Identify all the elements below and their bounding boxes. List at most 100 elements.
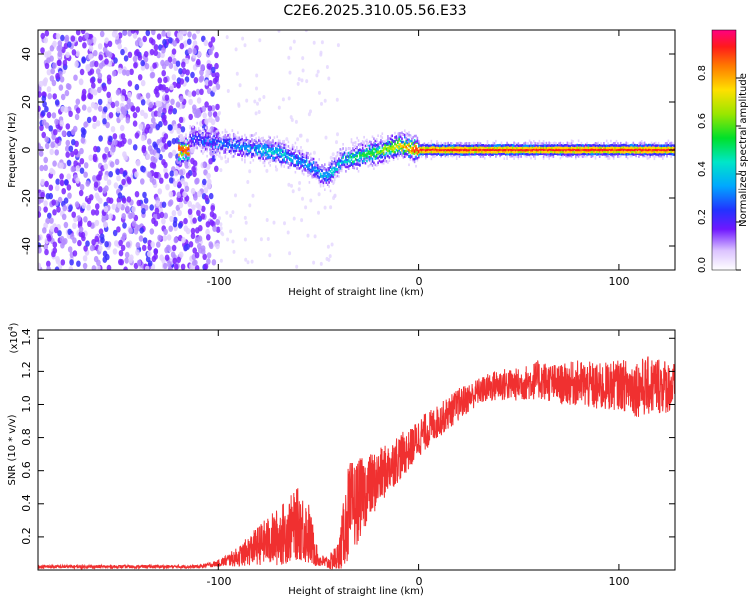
spectrogram-cell (618, 144, 621, 147)
spectrogram-cell (294, 157, 297, 160)
spectrogram-cell (287, 96, 291, 101)
spectrogram-cell (359, 144, 361, 148)
spectrogram-cell (225, 135, 228, 139)
spectrogram-cell (530, 148, 532, 152)
spectrogram-cell (300, 78, 304, 83)
spectrogram-cell (258, 146, 260, 149)
spectrogram-cell (328, 181, 330, 184)
spectrogram-cell (308, 162, 311, 165)
spectrogram-cell (600, 148, 602, 151)
spectrogram-cell (298, 157, 301, 160)
spectrogram-cell (238, 143, 241, 146)
spectrogram-cell (565, 144, 567, 147)
spectrogram-cell (258, 156, 260, 160)
spectrogram-cell (392, 150, 395, 153)
spectrogram-cell (182, 146, 184, 149)
spectrogram-cell (282, 141, 284, 145)
spectrogram-cell (255, 73, 259, 78)
spectrogram-cell (554, 148, 556, 152)
spectrogram-cell (43, 206, 48, 213)
spectrogram-cell (153, 171, 159, 179)
spectrogram-cell (340, 169, 343, 173)
spectrogram-cell (349, 147, 351, 150)
spectrogram-cell (186, 152, 189, 156)
spectrogram-cell (527, 146, 529, 150)
spectrogram-cell (81, 104, 87, 111)
spectrogram-cell (248, 139, 250, 143)
spectrogram-cell (354, 153, 357, 157)
spectrogram-cell (47, 93, 52, 100)
spectrogram-cell (290, 183, 293, 188)
spectrogram-cell (232, 144, 235, 148)
spectrogram-cell (394, 136, 396, 139)
spectrogram-cell (479, 146, 482, 149)
spectrogram-cell (171, 48, 177, 55)
spectrogram-cell (206, 147, 208, 151)
spectrogram-cell (305, 79, 309, 84)
spectrogram-cell (332, 170, 335, 174)
snr-series-line (38, 356, 675, 570)
spectrogram-cell (390, 147, 392, 150)
spectrogram-cell (140, 134, 146, 142)
spectrogram-cell (516, 146, 518, 150)
spectrogram-cell (528, 144, 531, 148)
spectrogram-cell (584, 146, 587, 149)
spectrogram-cell (356, 151, 358, 155)
spectrogram-cell (282, 154, 284, 157)
spectrogram-cell (653, 150, 656, 153)
spectrogram-cell (241, 145, 243, 149)
spectrogram-cell (195, 128, 197, 132)
spectrogram-cell (642, 148, 644, 152)
spectrogram-cell (293, 151, 295, 155)
spectrogram-cell (437, 146, 440, 149)
spectrogram-cell (127, 51, 133, 58)
spectrogram-cell (266, 154, 269, 157)
spectrogram-cell (593, 152, 595, 156)
spectrogram-cell (415, 145, 417, 148)
spectrogram-cell (600, 151, 602, 154)
spectrogram-cell (629, 148, 632, 152)
spectrogram-cell (663, 148, 665, 152)
spectrogram-cell (381, 140, 384, 143)
spectrogram-cell (289, 147, 291, 150)
spectrogram-cell (455, 148, 458, 152)
spectrogram-cell (92, 122, 97, 130)
spectrogram-cell (114, 158, 120, 166)
spectrogram-cell (662, 152, 664, 156)
spectrogram-cell (544, 150, 546, 154)
spectrogram-cell (127, 91, 132, 99)
spectrogram-cell (300, 162, 302, 166)
spectrogram-cell (526, 153, 528, 156)
spectrogram-cell (464, 143, 466, 147)
spectrogram-cell (377, 151, 379, 155)
spectrogram-cell (255, 145, 257, 148)
spectrogram-cell (106, 179, 112, 186)
spectrogram-ytick-label: 40 (20, 47, 33, 61)
spectrogram-cell (72, 250, 78, 257)
spectrogram-cell (593, 143, 595, 147)
spectrogram-cell (255, 137, 257, 140)
spectrogram-cell (366, 142, 368, 145)
spectrogram-cell (182, 160, 184, 163)
spectrogram-cell (197, 204, 202, 211)
spectrogram-cell (398, 137, 400, 140)
spectrogram-cell (309, 198, 313, 203)
spectrogram-cell (255, 148, 257, 152)
spectrogram-cell (102, 85, 107, 92)
spectrogram-cell (251, 146, 253, 150)
spectrogram-cell (164, 172, 169, 179)
spectrogram-cell (253, 139, 256, 142)
spectrogram-cell (374, 139, 377, 143)
spectrogram-cell (412, 146, 414, 150)
spectrogram-cell (363, 142, 365, 145)
spectrogram-cell (656, 151, 658, 154)
spectrogram-cell (301, 164, 304, 167)
spectrogram-cell (276, 151, 278, 154)
spectrogram-cell (534, 154, 536, 158)
spectrogram-cell (454, 152, 457, 156)
spectrogram-cell (221, 146, 224, 150)
spectrogram-cell (98, 197, 103, 204)
spectrogram-cell (192, 160, 198, 167)
spectrogram-cell (373, 167, 375, 170)
spectrogram-cell (169, 170, 175, 177)
